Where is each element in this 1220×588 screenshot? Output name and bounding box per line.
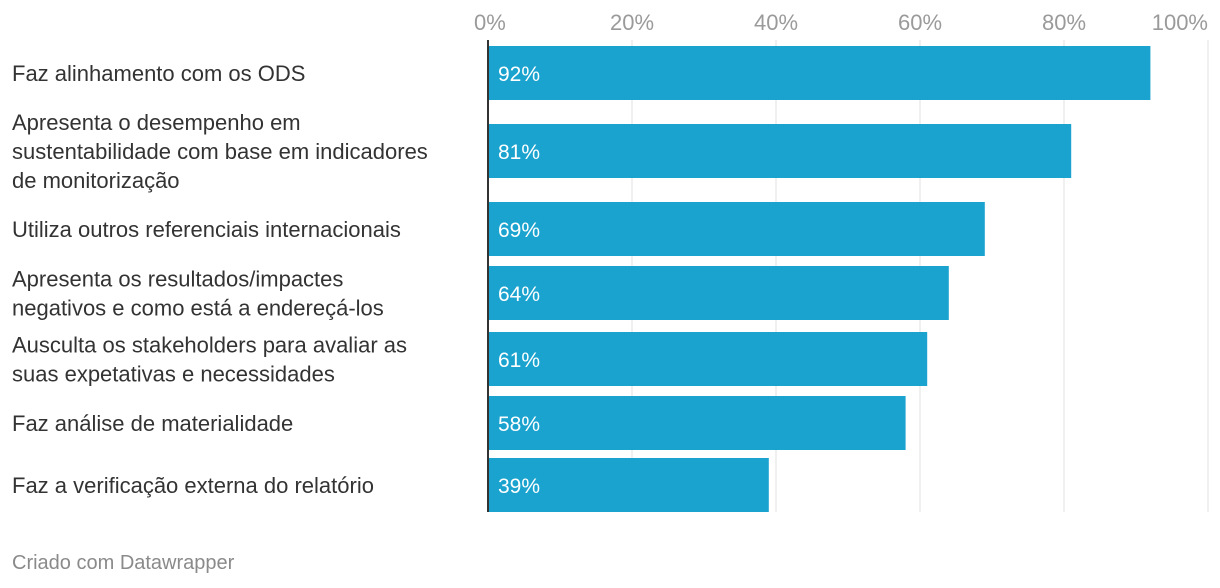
bar-value-label: 58%: [498, 413, 540, 436]
bar-value-label: 92%: [498, 63, 540, 86]
x-tick-label: 80%: [1042, 10, 1086, 35]
x-tick-label: 20%: [610, 10, 654, 35]
bars: 92% 81% 69% 64% 61% 58% 39%: [488, 46, 1151, 512]
category-label-line: de monitorização: [12, 168, 180, 193]
x-tick-label: 0%: [474, 10, 506, 35]
category-label-line: suas expetativas e necessidades: [12, 362, 335, 387]
category-label-line: Apresenta os resultados/impactes: [12, 267, 343, 292]
category-label-line: Utiliza outros referenciais internaciona…: [12, 217, 401, 242]
bar-value-label: 64%: [498, 283, 540, 306]
bar: [488, 458, 769, 512]
category-label: Utiliza outros referenciais internaciona…: [12, 217, 401, 242]
category-label: Ausculta os stakeholders para avaliar as…: [12, 333, 407, 387]
category-label-line: Apresenta o desempenho em: [12, 110, 301, 135]
bar-value-label: 69%: [498, 219, 540, 242]
x-axis-ticks: 0% 20% 40% 60% 80% 100%: [474, 10, 1208, 35]
category-label: Faz análise de materialidade: [12, 411, 293, 436]
category-label-line: Faz alinhamento com os ODS: [12, 61, 305, 86]
bar-value-label: 39%: [498, 475, 540, 498]
category-labels: Faz alinhamento com os ODS Apresenta o de…: [12, 61, 428, 498]
category-label-line: Faz análise de materialidade: [12, 411, 293, 436]
category-label-line: sustentabilidade com base em indicadores: [12, 139, 428, 164]
bar: [488, 124, 1072, 178]
bar: [488, 46, 1151, 100]
x-tick-label: 40%: [754, 10, 798, 35]
category-label-line: Ausculta os stakeholders para avaliar as: [12, 333, 407, 358]
bar: [488, 332, 928, 386]
bar: [488, 266, 949, 320]
category-label: Faz a verificação externa do relatório: [12, 473, 374, 498]
bar-value-label: 61%: [498, 349, 540, 372]
category-label: Apresenta os resultados/impactes negativo…: [12, 267, 384, 321]
bar-value-label: 81%: [498, 141, 540, 164]
category-label-line: Faz a verificação externa do relatório: [12, 473, 374, 498]
category-label-line: negativos e como está a endereçá-los: [12, 296, 384, 321]
bar-chart: 0% 20% 40% 60% 80% 100% 92% 81% 69% 64% 61% 58% 39%…: [12, 10, 1209, 512]
bar: [488, 202, 985, 256]
category-label: Apresenta o desempenho em sustentabilidad…: [12, 110, 428, 193]
credit-text: Criado com Datawrapper: [12, 552, 235, 574]
bar: [488, 396, 906, 450]
x-tick-label: 60%: [898, 10, 942, 35]
category-label: Faz alinhamento com os ODS: [12, 61, 305, 86]
x-tick-label: 100%: [1152, 10, 1208, 35]
